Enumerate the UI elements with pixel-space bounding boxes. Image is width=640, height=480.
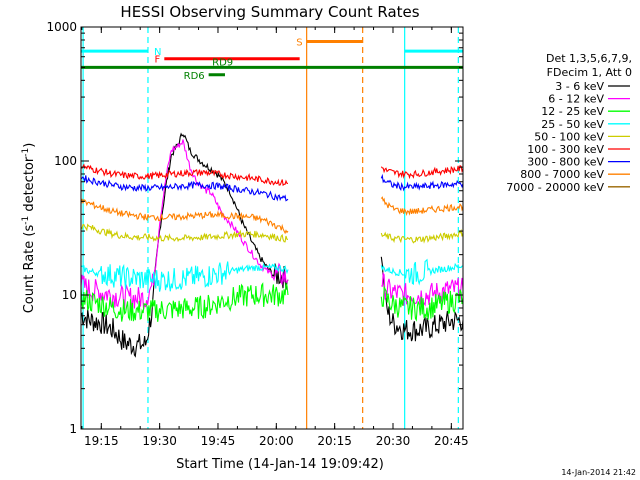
- series-line-100-300-kev: [380, 164, 463, 180]
- legend-header-det: Det 1,3,5,6,7,9,: [546, 52, 632, 65]
- legend-label: 3 - 6 keV: [555, 80, 604, 93]
- series-line-50-100-kev: [81, 223, 289, 243]
- series-line-25-50-kev: [380, 258, 463, 286]
- legend-label: 7000 - 20000 keV: [506, 181, 604, 194]
- flag-label-n: N: [154, 47, 161, 58]
- generation-timestamp: 14-Jan-2014 21:42: [561, 468, 636, 477]
- series-line-100-300-kev: [81, 163, 289, 187]
- series-line-12-25-kev: [380, 285, 463, 322]
- legend-label: 6 - 12 keV: [548, 93, 604, 106]
- series-line-300-800-kev: [81, 175, 289, 202]
- y-tick-label: 10: [62, 288, 77, 302]
- x-axis-label: Start Time (14-Jan-14 19:09:42): [176, 457, 384, 472]
- y-tick-label: 1000: [46, 20, 77, 34]
- series-line-6-12-kev: [81, 139, 289, 311]
- flag-label-s: S: [296, 37, 302, 48]
- x-tick-label: 20:30: [376, 434, 411, 448]
- y-tick-label: 100: [54, 154, 77, 168]
- flag-label-rd6: RD6: [184, 71, 205, 82]
- series-line-6-12-kev: [381, 271, 463, 307]
- series-line-800-7000-kev: [380, 196, 463, 217]
- flag-label-f: F: [155, 55, 161, 66]
- series-line-3-6-kev: [81, 132, 289, 358]
- x-tick-label: 19:30: [142, 434, 177, 448]
- chart-title: HESSI Observing Summary Count Rates: [120, 3, 419, 21]
- series-line-25-50-kev: [81, 261, 289, 292]
- flag-label-rd9: RD9: [212, 57, 233, 68]
- legend-label: 100 - 300 keV: [527, 143, 604, 156]
- y-tick-label: 1: [69, 422, 77, 436]
- legend-header-fdecim: FDecim 1, Att 0: [547, 66, 632, 79]
- x-tick-label: 20:45: [434, 434, 469, 448]
- x-tick-label: 20:00: [259, 434, 294, 448]
- series-line-800-7000-kev: [81, 198, 289, 235]
- plot-frame: [80, 26, 464, 430]
- x-tick-label: 20:15: [317, 434, 352, 448]
- x-tick-label: 19:45: [201, 434, 236, 448]
- legend-label: 25 - 50 keV: [541, 118, 604, 131]
- legend: Det 1,3,5,6,7,9, FDecim 1, Att 0 3 - 6 k…: [506, 52, 632, 194]
- x-tick-label: 19:15: [84, 434, 119, 448]
- series-line-12-25-kev: [81, 282, 289, 322]
- legend-label: 300 - 800 keV: [527, 156, 604, 169]
- legend-label: 800 - 7000 keV: [520, 168, 604, 181]
- series-line-300-800-kev: [380, 173, 463, 192]
- series-line-3-6-kev: [380, 256, 463, 342]
- y-axis-label: Count Rate (s-1 detector-1): [21, 143, 37, 314]
- legend-label: 12 - 25 keV: [541, 105, 604, 118]
- legend-label: 50 - 100 keV: [534, 130, 604, 143]
- series-line-50-100-kev: [380, 228, 463, 244]
